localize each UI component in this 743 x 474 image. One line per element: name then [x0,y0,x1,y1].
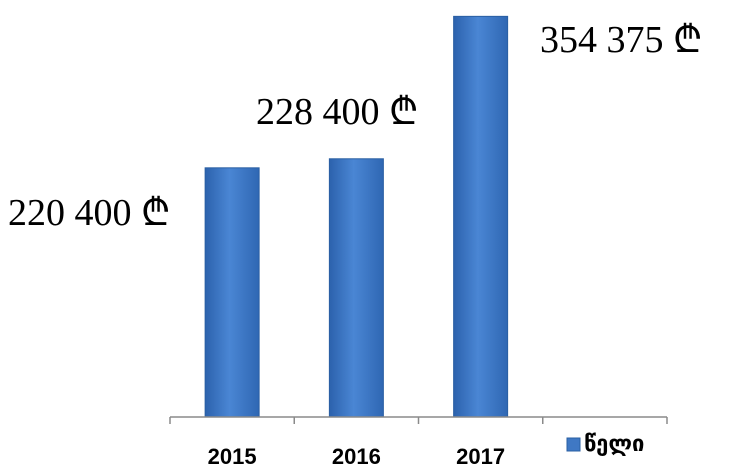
bar-2017 [453,15,509,418]
x-axis-tick-labels: 2015 2016 2017 [208,444,505,469]
x-tick-label-2016: 2016 [332,444,381,469]
legend: წელი [566,432,644,457]
data-labels: 220 400 ₾ 228 400 ₾ 354 375 ₾ [8,19,702,234]
legend-label: წელი [584,432,644,457]
data-label-2015: 220 400 ₾ [8,192,170,234]
x-tick-label-2015: 2015 [208,444,257,469]
data-label-2017: 354 375 ₾ [540,19,702,61]
bars-layer [204,15,509,418]
x-axis-ticks [169,417,668,424]
bar-2015 [204,167,260,418]
bar-2016 [328,158,384,418]
legend-swatch [566,437,581,452]
x-tick-label-2017: 2017 [456,444,505,469]
data-label-2016: 228 400 ₾ [256,91,418,133]
